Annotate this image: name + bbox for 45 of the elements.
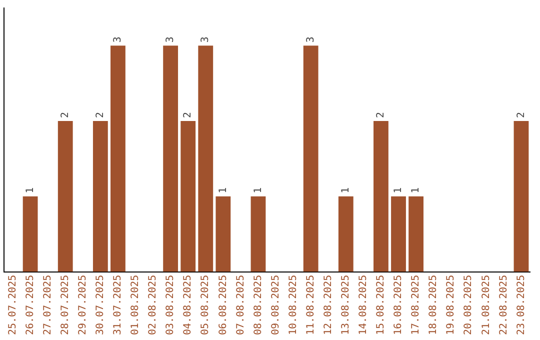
x-tick-label: 20.08.2025 — [463, 274, 474, 336]
x-tick-label: 25.07.2025 — [7, 274, 18, 336]
x-tick-label: 12.08.2025 — [322, 274, 334, 336]
x-tick-label: 01.08.2025 — [130, 274, 142, 336]
x-tick-label: 16.08.2025 — [393, 274, 404, 336]
x-tick-label: 10.08.2025 — [288, 274, 299, 336]
x-tick-label: 27.07.2025 — [42, 274, 54, 336]
x-tick-label: 08.08.2025 — [252, 274, 264, 336]
data-label: 1 — [218, 187, 229, 194]
data-label: 2 — [516, 112, 527, 118]
data-label: 3 — [165, 36, 176, 43]
x-tick-label: 21.08.2025 — [480, 274, 492, 336]
x-tick-label: 31.07.2025 — [112, 274, 124, 336]
x-tick-label: 29.07.2025 — [77, 274, 88, 336]
x-tick-label: 14.08.2025 — [358, 274, 370, 336]
data-label: 3 — [112, 36, 124, 43]
data-label: 1 — [24, 187, 36, 194]
data-label: 2 — [95, 112, 106, 118]
x-tick-label: 13.08.2025 — [340, 274, 352, 336]
x-tick-label: 26.07.2025 — [24, 274, 36, 336]
x-tick-label: 11.08.2025 — [305, 274, 316, 336]
data-label: 2 — [376, 112, 387, 118]
x-tick-label: 03.08.2025 — [165, 274, 176, 336]
data-label: 1 — [410, 187, 422, 194]
data-label: 1 — [252, 187, 264, 194]
data-label: 3 — [200, 36, 212, 43]
x-tick-label: 04.08.2025 — [182, 274, 194, 336]
x-tick-label: 19.08.2025 — [446, 274, 457, 336]
x-tick-label: 30.07.2025 — [95, 274, 106, 336]
x-tick-label: 28.07.2025 — [60, 274, 71, 336]
data-label: 2 — [60, 112, 71, 118]
x-tick-label: 17.08.2025 — [410, 274, 422, 336]
x-tick-label: 06.08.2025 — [218, 274, 229, 336]
x-tick-label: 18.08.2025 — [428, 274, 440, 336]
x-tick-label: 15.08.2025 — [376, 274, 387, 336]
x-tick-label: 09.08.2025 — [270, 274, 282, 336]
x-tick-label: 22.08.2025 — [498, 274, 510, 336]
data-label: 3 — [305, 36, 316, 43]
data-label: 2 — [182, 112, 194, 118]
x-tick-label: 07.08.2025 — [235, 274, 246, 336]
x-tick-label: 02.08.2025 — [148, 274, 159, 336]
data-label: 1 — [340, 187, 352, 194]
data-label: 1 — [393, 187, 404, 194]
x-tick-label: 23.08.2025 — [516, 274, 527, 336]
x-tick-label: 05.08.2025 — [200, 274, 212, 336]
